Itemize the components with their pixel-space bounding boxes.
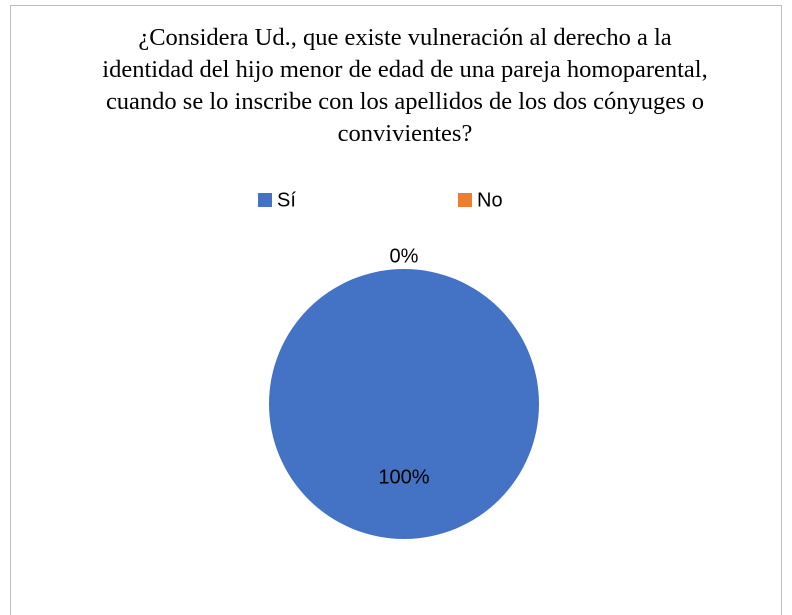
data-label: 100% [378,467,429,489]
data-label: 0% [390,245,419,267]
legend-swatch [258,193,272,207]
chart-border [10,5,782,615]
pie-slice [269,269,539,539]
legend-label: Sí [277,189,296,211]
legend-swatch [458,193,472,207]
chart-title: ¿Considera Ud., que existe vulneración a… [102,24,708,147]
legend-label: No [477,189,503,211]
